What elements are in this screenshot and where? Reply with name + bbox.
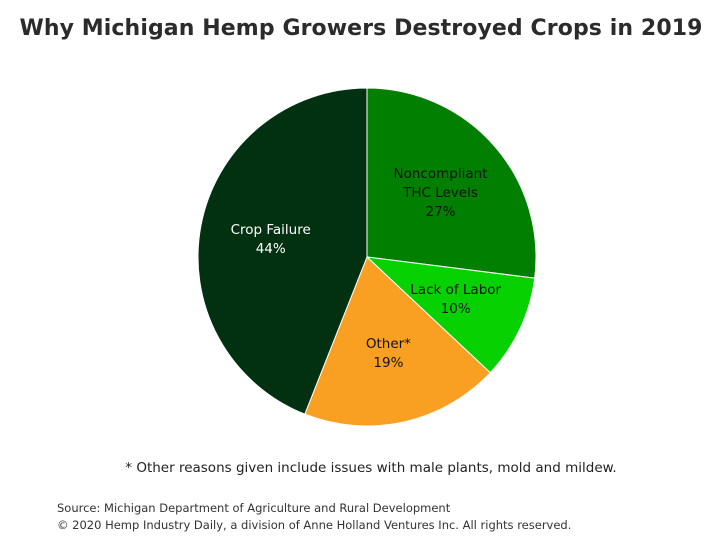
slice-label: Noncompliant THC Levels 27% <box>394 166 488 220</box>
slice-label: Other* 19% <box>366 336 411 371</box>
slice-label: Lack of Labor 10% <box>410 282 501 317</box>
copyright-text: © 2020 Hemp Industry Daily, a division o… <box>57 518 572 532</box>
slice-name-label: Noncompliant <box>394 166 488 182</box>
slice-percent-label: 19% <box>373 355 403 371</box>
pie-slice-lack-of-labor <box>365 256 536 374</box>
slice-label: Crop Failure 44% <box>231 222 311 257</box>
pie-slice-other <box>304 256 491 427</box>
chart-title: Why Michigan Hemp Growers Destroyed Crop… <box>19 16 703 41</box>
pie-slice-crop-failure <box>197 87 368 415</box>
slice-name-label: THC Levels <box>402 185 478 201</box>
slice-name-label: Other* <box>366 336 411 352</box>
source-text: Source: Michigan Department of Agricultu… <box>57 501 451 515</box>
pie-slice-noncompliant-thc-levels <box>366 87 537 279</box>
slice-percent-label: 10% <box>441 301 471 317</box>
slice-name-label: Crop Failure <box>231 222 311 238</box>
slice-percent-label: 27% <box>425 204 455 220</box>
slice-percent-label: 44% <box>256 241 286 257</box>
slice-name-label: Lack of Labor <box>410 282 501 298</box>
footnote: * Other reasons given include issues wit… <box>125 460 617 476</box>
